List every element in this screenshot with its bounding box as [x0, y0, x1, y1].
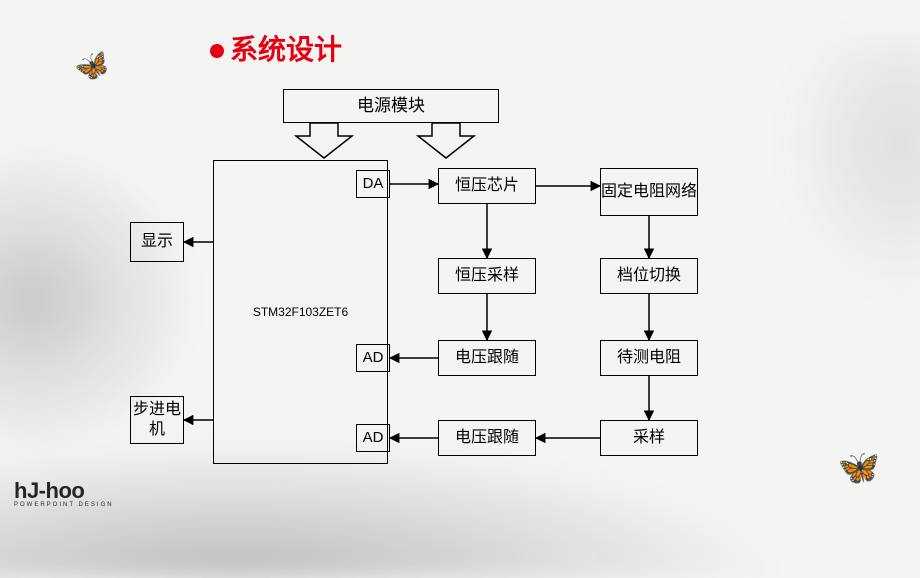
bg-ink-right [780, 40, 920, 300]
block-display: 显示 [130, 222, 184, 262]
label: 恒压芯片 [455, 176, 519, 196]
label: AD [363, 429, 384, 448]
butterfly-icon: 🦋 [838, 448, 880, 488]
block-da-port: DA [356, 170, 390, 198]
label: 显示 [141, 232, 173, 252]
block-voltage-follower-2: 电压跟随 [438, 420, 536, 456]
block-stepper-motor: 步进电机 [130, 396, 184, 444]
block-constant-v-sample: 恒压采样 [438, 258, 536, 294]
bullet-icon [210, 44, 224, 58]
label: 电源模块 [357, 95, 425, 116]
slide-title: 系统设计 [210, 28, 342, 68]
label: STM32F103ZET6 [253, 305, 348, 320]
block-arrow-power-to-chip [418, 123, 474, 158]
block-fixed-resistor-net: 固定电阻网络 [600, 168, 698, 216]
logo-main: hJ-hoo [14, 478, 84, 503]
label: 档位切换 [617, 266, 681, 286]
block-dut-resistor: 待测电阻 [600, 340, 698, 376]
block-ad1-port: AD [356, 344, 390, 372]
label: 固定电阻网络 [601, 182, 697, 202]
label: 采样 [633, 428, 665, 448]
block-arrow-power-to-mcu [296, 123, 352, 158]
butterfly-icon: 🦋 [70, 45, 114, 88]
block-range-switch: 档位切换 [600, 258, 698, 294]
block-power: 电源模块 [283, 89, 499, 123]
label: DA [363, 175, 384, 194]
label: 待测电阻 [617, 348, 681, 368]
logo: hJ-hoo POWERPOINT DESIGN [14, 478, 114, 508]
label: AD [363, 349, 384, 368]
label: 电压跟随 [455, 348, 519, 368]
block-constant-v-chip: 恒压芯片 [438, 168, 536, 204]
block-mcu: STM32F103ZET6 [213, 160, 388, 464]
block-sampling: 采样 [600, 420, 698, 456]
block-ad2-port: AD [356, 424, 390, 452]
title-text: 系统设计 [230, 34, 342, 65]
label: 步进电机 [131, 400, 183, 440]
label: 电压跟随 [455, 428, 519, 448]
label: 恒压采样 [455, 266, 519, 286]
logo-sub: POWERPOINT DESIGN [14, 502, 114, 508]
block-voltage-follower-1: 电压跟随 [438, 340, 536, 376]
